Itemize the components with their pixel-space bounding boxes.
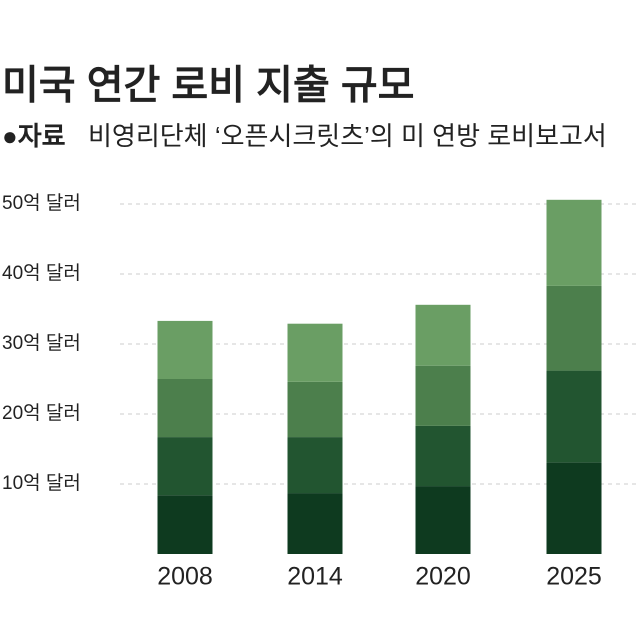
bar-segment	[415, 486, 471, 554]
bar-segment	[287, 381, 343, 438]
bar-segment	[546, 285, 602, 371]
y-tick-label: 20억 달러	[2, 402, 81, 424]
bar-segment	[287, 323, 343, 382]
bar-segment	[157, 379, 213, 438]
bar-segment	[287, 437, 343, 494]
source-label: ●자료	[2, 121, 66, 151]
y-tick-label: 10억 달러	[2, 472, 81, 494]
x-tick-label: 2008	[157, 563, 213, 591]
bar-segment	[546, 370, 602, 463]
x-tick-label: 2014	[287, 563, 343, 591]
y-tick-label: 30억 달러	[2, 332, 81, 354]
bar-segment	[415, 304, 471, 366]
bar-segment	[546, 462, 602, 554]
bar-segment	[157, 495, 213, 554]
bar-segment	[415, 425, 471, 487]
bar-segment	[157, 437, 213, 496]
y-tick-label: 40억 달러	[2, 262, 81, 284]
bar-segment	[546, 199, 602, 286]
source: 비영리단체 ‘오픈시크릿츠’의 미 연방 로비보고서	[88, 121, 607, 151]
bar-segment	[415, 365, 471, 426]
y-tick-label: 50억 달러	[2, 192, 81, 214]
bar-segment	[157, 320, 213, 379]
x-tick-label: 2020	[415, 563, 471, 591]
chart-title: 미국 연간 로비 지출 규모	[2, 64, 414, 108]
x-tick-label: 2025	[546, 563, 602, 591]
bar-segment	[287, 493, 343, 554]
